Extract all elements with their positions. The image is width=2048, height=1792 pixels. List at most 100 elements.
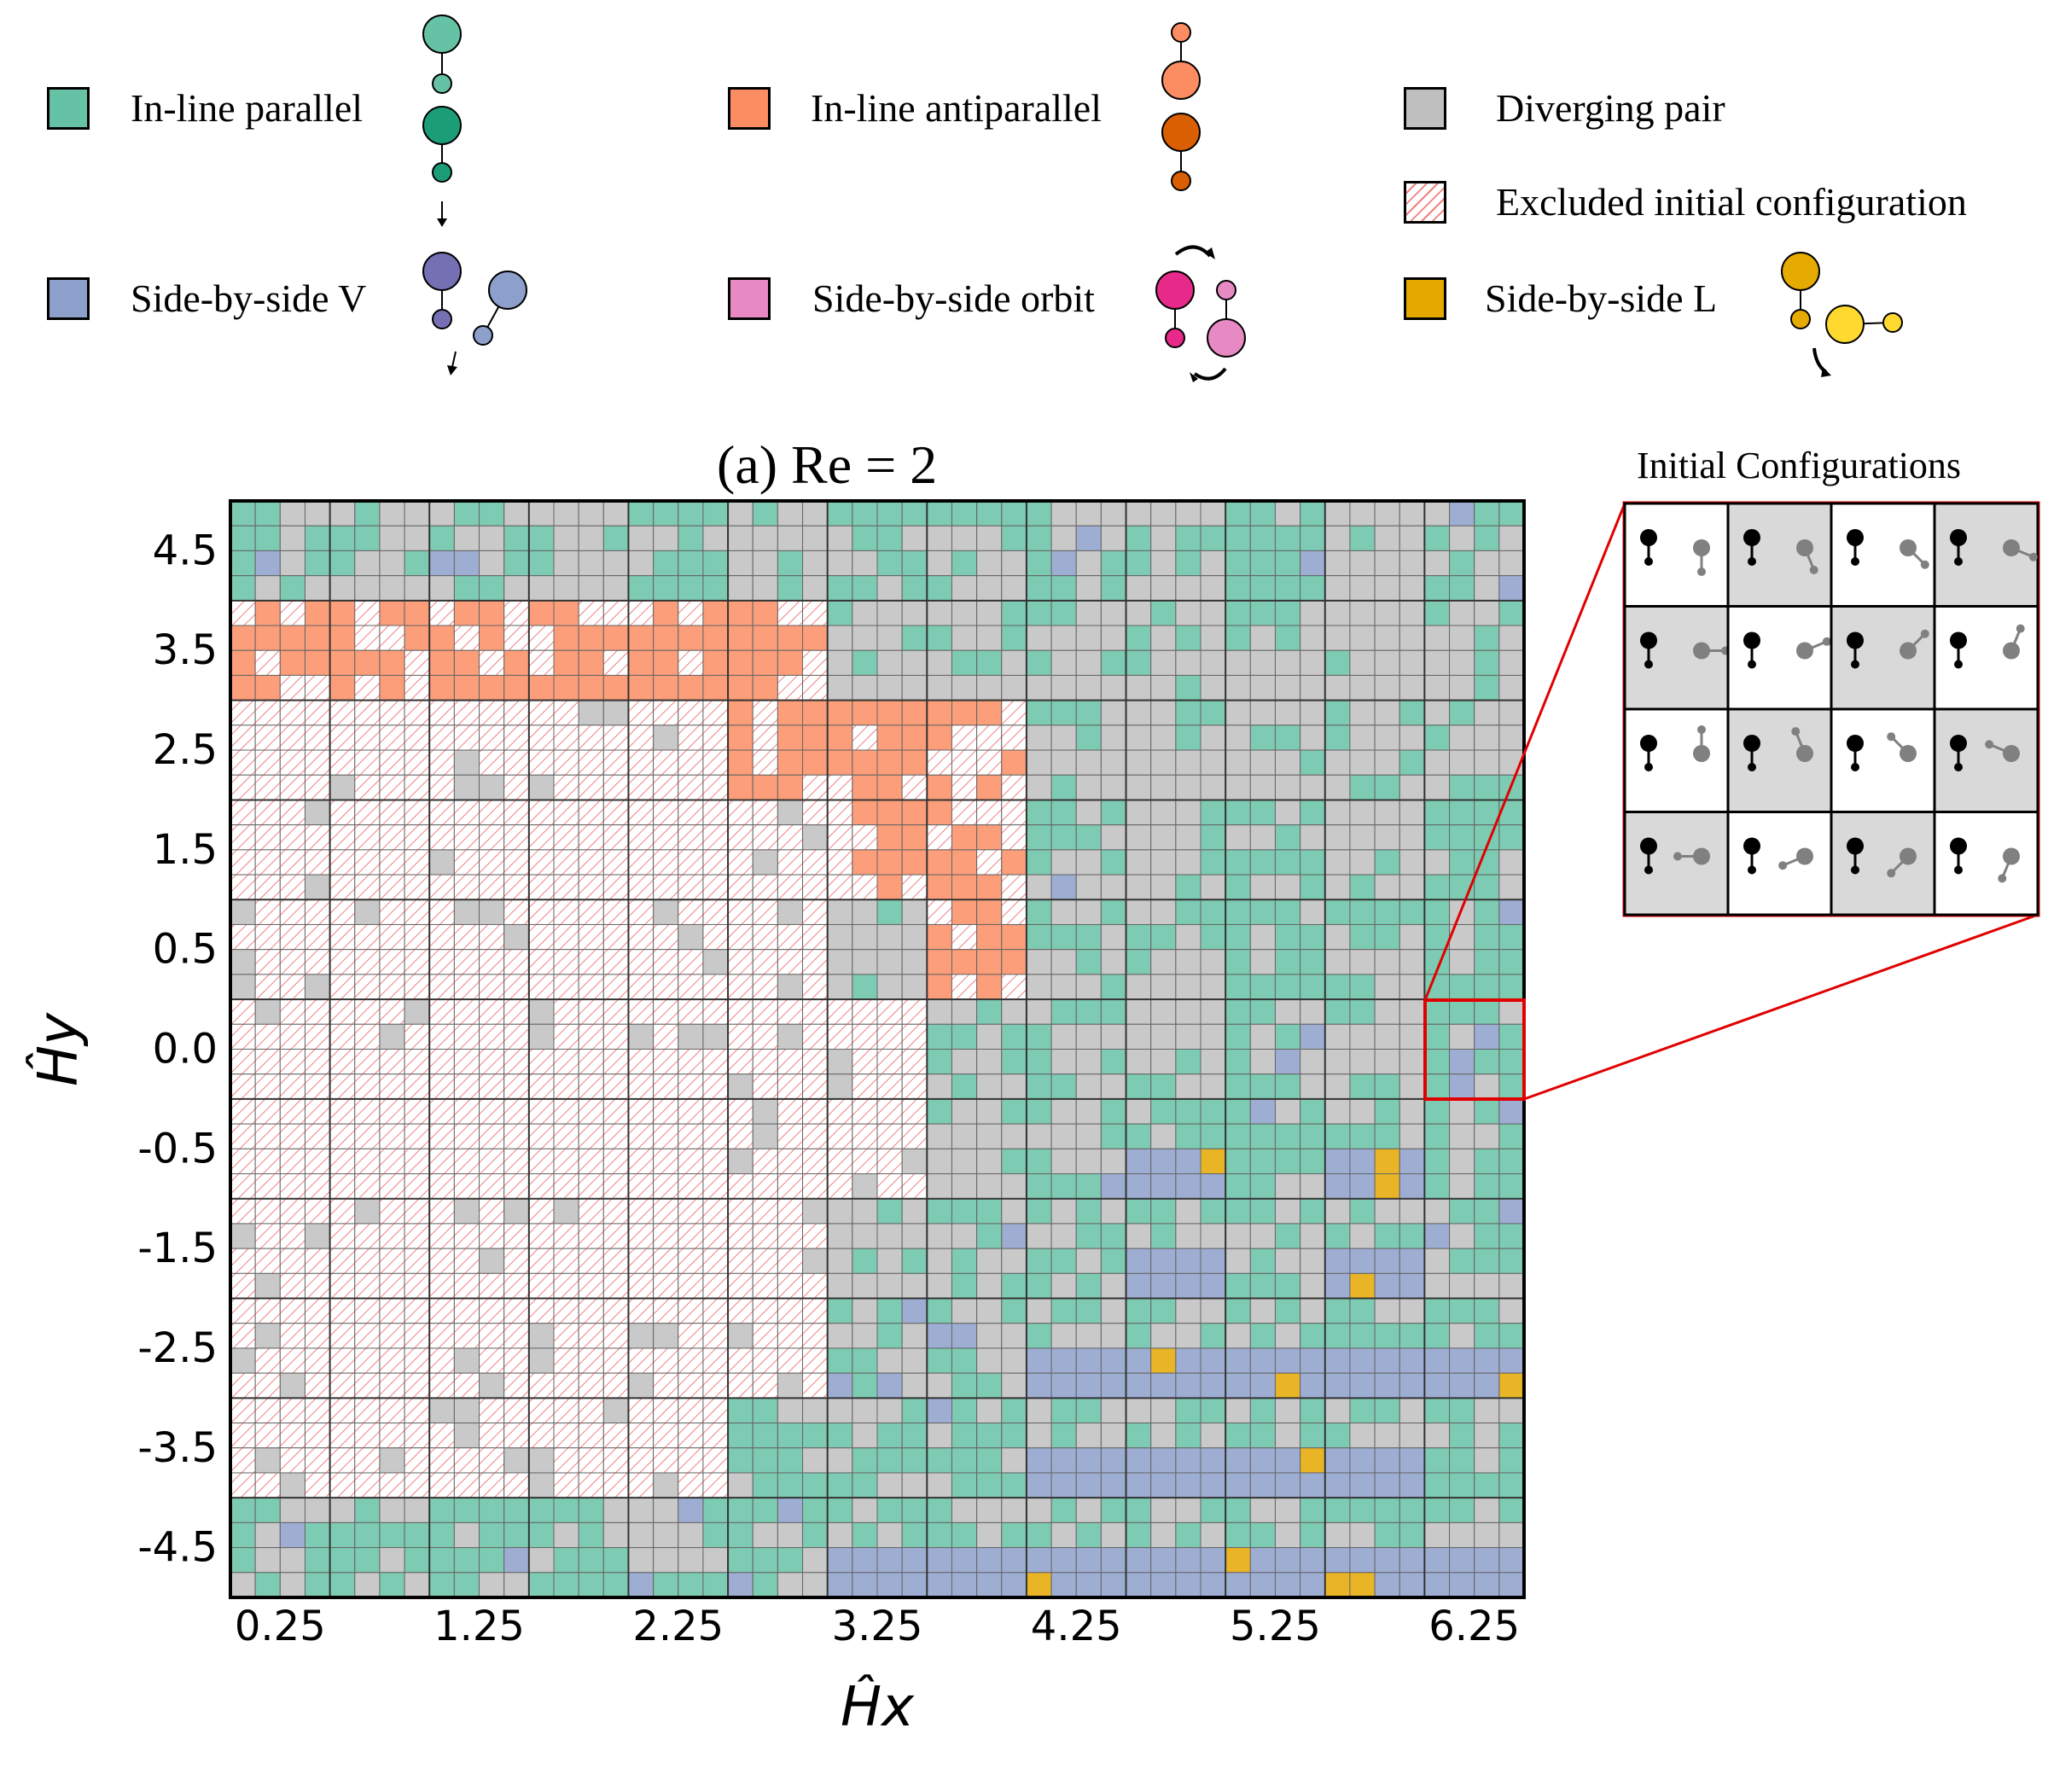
zoom-highlight-box <box>1423 998 1526 1101</box>
heatmap-cell <box>230 849 256 876</box>
heatmap-cell <box>852 1347 878 1374</box>
heatmap-cell <box>1423 1423 1451 1449</box>
heatmap-cell <box>453 1572 480 1598</box>
heatmap-cell <box>852 974 878 1000</box>
heatmap-cell <box>702 1148 729 1175</box>
heatmap-cell <box>1399 1521 1425 1549</box>
heatmap-cell <box>1449 1397 1475 1424</box>
heatmap-cell <box>329 500 356 527</box>
heatmap-cell <box>1423 649 1451 676</box>
heatmap-cell <box>304 1298 331 1324</box>
heatmap-cell <box>1374 1148 1400 1175</box>
heatmap-cell <box>354 1198 381 1225</box>
heatmap-cell <box>653 923 679 951</box>
heatmap-cell <box>1474 974 1500 1000</box>
heatmap-cell <box>1399 849 1425 876</box>
heatmap-cell <box>1374 1123 1400 1149</box>
heatmap-cell <box>951 849 978 876</box>
heatmap-cell <box>1498 700 1525 726</box>
heatmap-cell <box>1026 774 1052 800</box>
heatmap-cell <box>1249 1572 1276 1598</box>
heatmap-cell <box>1075 774 1102 800</box>
heatmap-cell <box>453 949 480 975</box>
heatmap-cell <box>404 974 430 1000</box>
heatmap-cell <box>304 824 331 851</box>
heatmap-cell <box>503 1148 530 1175</box>
heatmap-cell <box>602 1298 629 1324</box>
heatmap-cell <box>1374 600 1400 626</box>
heatmap-cell <box>503 700 530 726</box>
heatmap-cell <box>901 799 928 826</box>
heatmap-cell <box>802 1272 829 1300</box>
heatmap-cell <box>1249 1423 1276 1449</box>
heatmap-cell <box>1200 1372 1226 1399</box>
heatmap-cell <box>802 974 829 1000</box>
heatmap-cell <box>678 649 704 676</box>
heatmap-cell <box>1374 625 1400 651</box>
heatmap-cell <box>852 1098 878 1125</box>
heatmap-cell <box>1399 1423 1425 1449</box>
heatmap-cell <box>702 550 729 577</box>
heatmap-cell <box>1050 550 1077 577</box>
heatmap-cell <box>453 1123 480 1149</box>
heatmap-cell <box>1175 700 1201 726</box>
heatmap-cell <box>802 1098 829 1125</box>
heatmap-cell <box>602 1447 629 1474</box>
heatmap-cell <box>876 824 903 851</box>
heatmap-cell <box>304 1148 331 1175</box>
heatmap-cell <box>1126 849 1152 876</box>
heatmap-cell <box>678 1248 704 1274</box>
heatmap-cell <box>1175 1521 1201 1549</box>
heatmap-cell <box>727 1347 753 1374</box>
heatmap-cell <box>1050 1423 1077 1449</box>
heatmap-cell <box>1423 1148 1451 1175</box>
heatmap-cell <box>1126 1472 1152 1498</box>
heatmap-cell <box>727 1472 753 1498</box>
heatmap-cell <box>329 1123 356 1149</box>
heatmap-cell <box>752 649 778 676</box>
heatmap-cell <box>254 1023 281 1050</box>
heatmap-cell <box>1324 674 1351 701</box>
heatmap-cell <box>1175 1372 1201 1399</box>
heatmap-cell <box>876 899 903 925</box>
heatmap-cell <box>1150 1073 1177 1100</box>
heatmap-cell <box>627 874 655 900</box>
heatmap-cell <box>1150 1049 1177 1075</box>
heatmap-cell <box>602 1223 629 1249</box>
heatmap-cell <box>428 550 455 577</box>
heatmap-cell <box>1225 1049 1251 1075</box>
heatmap-cell <box>1050 674 1077 701</box>
heatmap-cell <box>1001 849 1027 876</box>
heatmap-cell <box>627 1323 655 1349</box>
heatmap-cell <box>727 1098 753 1125</box>
inset-swimmer-pair <box>1640 725 1710 771</box>
heatmap-cell <box>254 949 281 975</box>
heatmap-cell <box>354 724 381 751</box>
heatmap-cell <box>702 1198 729 1225</box>
heatmap-cell <box>1498 724 1525 751</box>
heatmap-cell <box>1399 649 1425 676</box>
heatmap-cell <box>479 1547 505 1574</box>
heatmap-cell <box>602 525 629 551</box>
heatmap-cell <box>1374 998 1400 1025</box>
heatmap-cell <box>578 1472 604 1498</box>
heatmap-cell <box>1324 724 1351 751</box>
inset-cell <box>1726 605 1833 711</box>
heatmap-cell <box>1050 1148 1077 1175</box>
heatmap-cell <box>578 700 604 726</box>
heatmap-cell <box>453 1098 480 1125</box>
heatmap-cell <box>1100 625 1127 651</box>
inset-cell <box>1933 605 2039 711</box>
heatmap-cell <box>1200 525 1226 551</box>
heatmap-cell <box>976 1547 1003 1574</box>
heatmap-cell <box>1374 1223 1400 1249</box>
heatmap-cell <box>1300 1123 1326 1149</box>
heatmap-cell <box>852 649 878 676</box>
heatmap-cell <box>1050 1198 1077 1225</box>
heatmap-cell <box>254 1173 281 1200</box>
heatmap-cell <box>1026 974 1052 1000</box>
heatmap-cell <box>1423 824 1451 851</box>
heatmap-cell <box>1300 998 1326 1025</box>
heatmap-cell <box>876 1521 903 1549</box>
heatmap-cell <box>1474 1073 1500 1100</box>
